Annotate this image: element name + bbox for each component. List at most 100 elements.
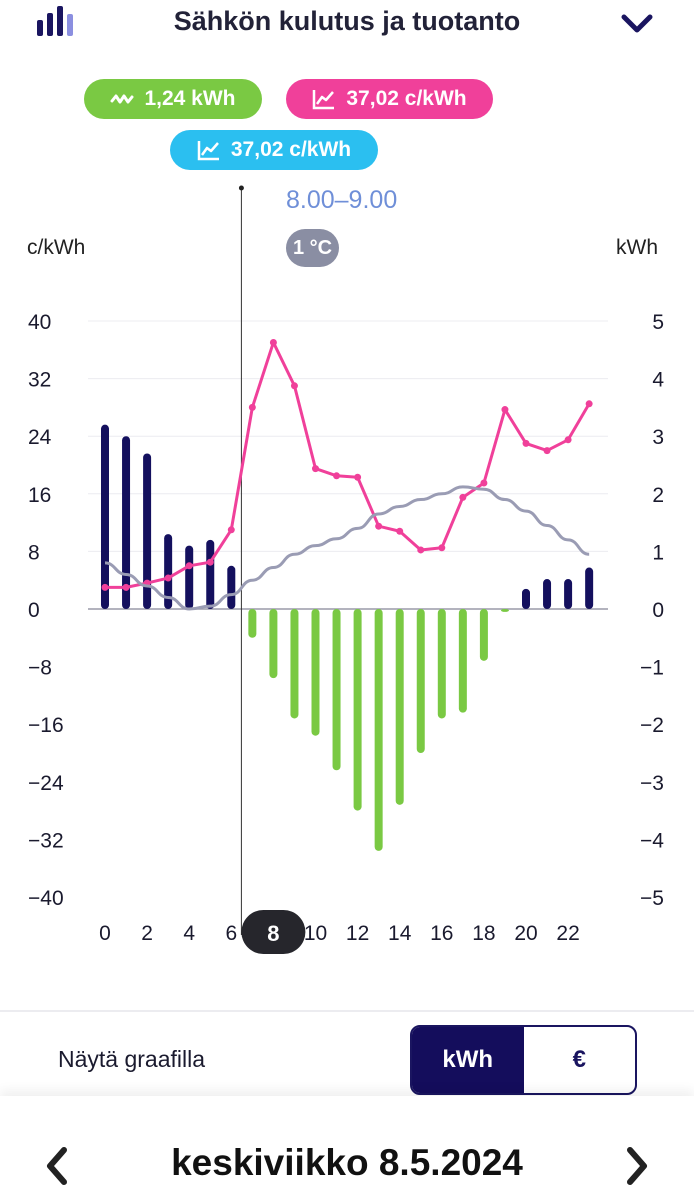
kwh-toggle-button[interactable]: kWh	[412, 1027, 524, 1093]
header: Sähkön kulutus ja tuotanto	[0, 0, 694, 50]
y-left-tick-label: −16	[28, 714, 64, 737]
x-tick-label: 10	[304, 922, 327, 945]
price_cents-point	[101, 583, 109, 591]
price-value-pink: 37,02 c/kWh	[346, 87, 467, 110]
y-right-tick-label: 2	[652, 484, 664, 507]
y-left-tick-label: −24	[28, 772, 64, 795]
price_cents-point	[522, 439, 530, 447]
selected-hour-badge	[241, 910, 306, 954]
price_cents-point	[122, 583, 130, 591]
production_kwh-bar	[416, 609, 425, 753]
consumption_kwh-bar	[185, 545, 194, 609]
consumption_kwh-bar	[122, 436, 131, 609]
price_cents-point	[290, 382, 298, 390]
production_kwh-bar	[332, 609, 341, 771]
consumption_kwh-bar	[101, 424, 109, 609]
production_kwh-bar	[458, 609, 467, 713]
left-axis-unit: c/kWh	[27, 236, 86, 259]
production_kwh-bar	[290, 609, 299, 719]
y-left-tick-label: 40	[28, 311, 51, 334]
line-chart-icon	[313, 90, 335, 110]
unit-toggle: kWh €	[410, 1025, 637, 1095]
price_cents-point	[312, 465, 319, 473]
next-day-button[interactable]	[624, 1146, 650, 1191]
y-right-tick-label: 1	[652, 541, 664, 564]
y-right-tick-label: 4	[652, 369, 664, 392]
price_cents-point	[354, 473, 362, 481]
chevron-down-icon[interactable]	[620, 12, 654, 41]
y-right-tick-label: 3	[652, 426, 664, 449]
production_kwh-bar	[437, 609, 446, 719]
x-tick-label-selected: 8	[267, 921, 279, 946]
production_kwh-bar	[374, 609, 383, 851]
selected-time: 8.00–9.00	[286, 186, 398, 214]
consumption_kwh-bar	[227, 565, 236, 609]
x-tick-label: 0	[99, 922, 111, 945]
price_cents-point	[417, 546, 425, 554]
price_cents-line	[105, 340, 591, 589]
price_cents-point	[269, 338, 277, 346]
price_cents-point	[206, 558, 214, 566]
chevron-left-icon	[47, 1147, 67, 1185]
chevron-right-icon	[627, 1147, 647, 1185]
bar-chart-icon[interactable]	[36, 4, 76, 43]
consumption_kwh-bar	[143, 453, 152, 609]
production_kwh-bar	[500, 609, 509, 612]
price-pill-pink: 37,02 c/kWh	[286, 79, 493, 119]
price-pill-blue: 37,02 c/kWh	[170, 130, 378, 170]
price_cents-point	[227, 526, 235, 534]
y-right-tick-label: −3	[640, 772, 664, 795]
consumption_kwh-bar	[564, 579, 573, 609]
price_cents-point	[375, 522, 383, 530]
energy-chart[interactable]: 40 532 424 316 28 10 0−8 −1−16 −2−24 −3−32 −4−40 −5…	[0, 180, 694, 980]
price_cents-point	[543, 447, 551, 455]
consumption-pill: 1,24 kWh	[84, 79, 262, 119]
y-left-tick-label: −32	[28, 829, 64, 852]
production_kwh-bar	[311, 609, 320, 736]
consumption_kwh-bar	[164, 534, 173, 609]
price_cents-point	[396, 527, 404, 535]
y-right-tick-label: −4	[640, 829, 664, 852]
price_cents-point	[438, 544, 446, 552]
right-axis-unit: kWh	[616, 236, 658, 259]
y-left-tick-label: 32	[28, 369, 51, 392]
previous-day-button[interactable]	[44, 1146, 70, 1191]
production_kwh-bar	[395, 609, 404, 805]
y-right-tick-label: −5	[640, 887, 664, 910]
bottom-bar	[0, 1096, 694, 1200]
x-tick-label: 6	[225, 922, 237, 945]
y-left-tick-label: −40	[28, 887, 64, 910]
selection-dot	[238, 185, 244, 191]
production_kwh-bar	[353, 609, 362, 811]
price_cents-point	[501, 406, 509, 414]
price_cents-point	[459, 493, 467, 501]
x-tick-label: 20	[514, 922, 537, 945]
consumption-value: 1,24 kWh	[144, 87, 236, 110]
page-title: Sähkön kulutus ja tuotanto	[173, 6, 521, 36]
divider	[0, 1010, 694, 1012]
price_cents-point	[248, 403, 256, 411]
y-right-tick-label: −1	[640, 657, 664, 680]
x-tick-label: 16	[430, 922, 453, 945]
eur-toggle-button[interactable]: €	[572, 1046, 586, 1073]
y-right-tick-label: 5	[652, 311, 664, 334]
temperature-badge: 1 °C	[286, 229, 339, 267]
temperature_trend-line	[104, 485, 590, 611]
price-value-blue: 37,02 c/kWh	[230, 138, 352, 161]
y-left-tick-label: 16	[28, 484, 51, 507]
consumption_kwh-bar	[206, 539, 215, 609]
y-right-tick-label: 0	[652, 599, 664, 622]
x-tick-label: 22	[556, 922, 579, 945]
price_cents-point	[480, 479, 488, 487]
production_kwh-bar	[479, 609, 488, 661]
zigzag-icon	[110, 94, 134, 104]
x-tick-label: 2	[141, 922, 153, 945]
price_cents-point	[564, 436, 572, 444]
production_kwh-bar	[248, 609, 257, 638]
y-left-tick-label: 24	[28, 426, 52, 449]
y-left-tick-label: 0	[28, 599, 40, 622]
y-right-tick-label: −2	[640, 714, 664, 737]
production_kwh-bar	[269, 609, 278, 679]
price_cents-point	[164, 574, 172, 582]
price_cents-point	[185, 562, 193, 570]
